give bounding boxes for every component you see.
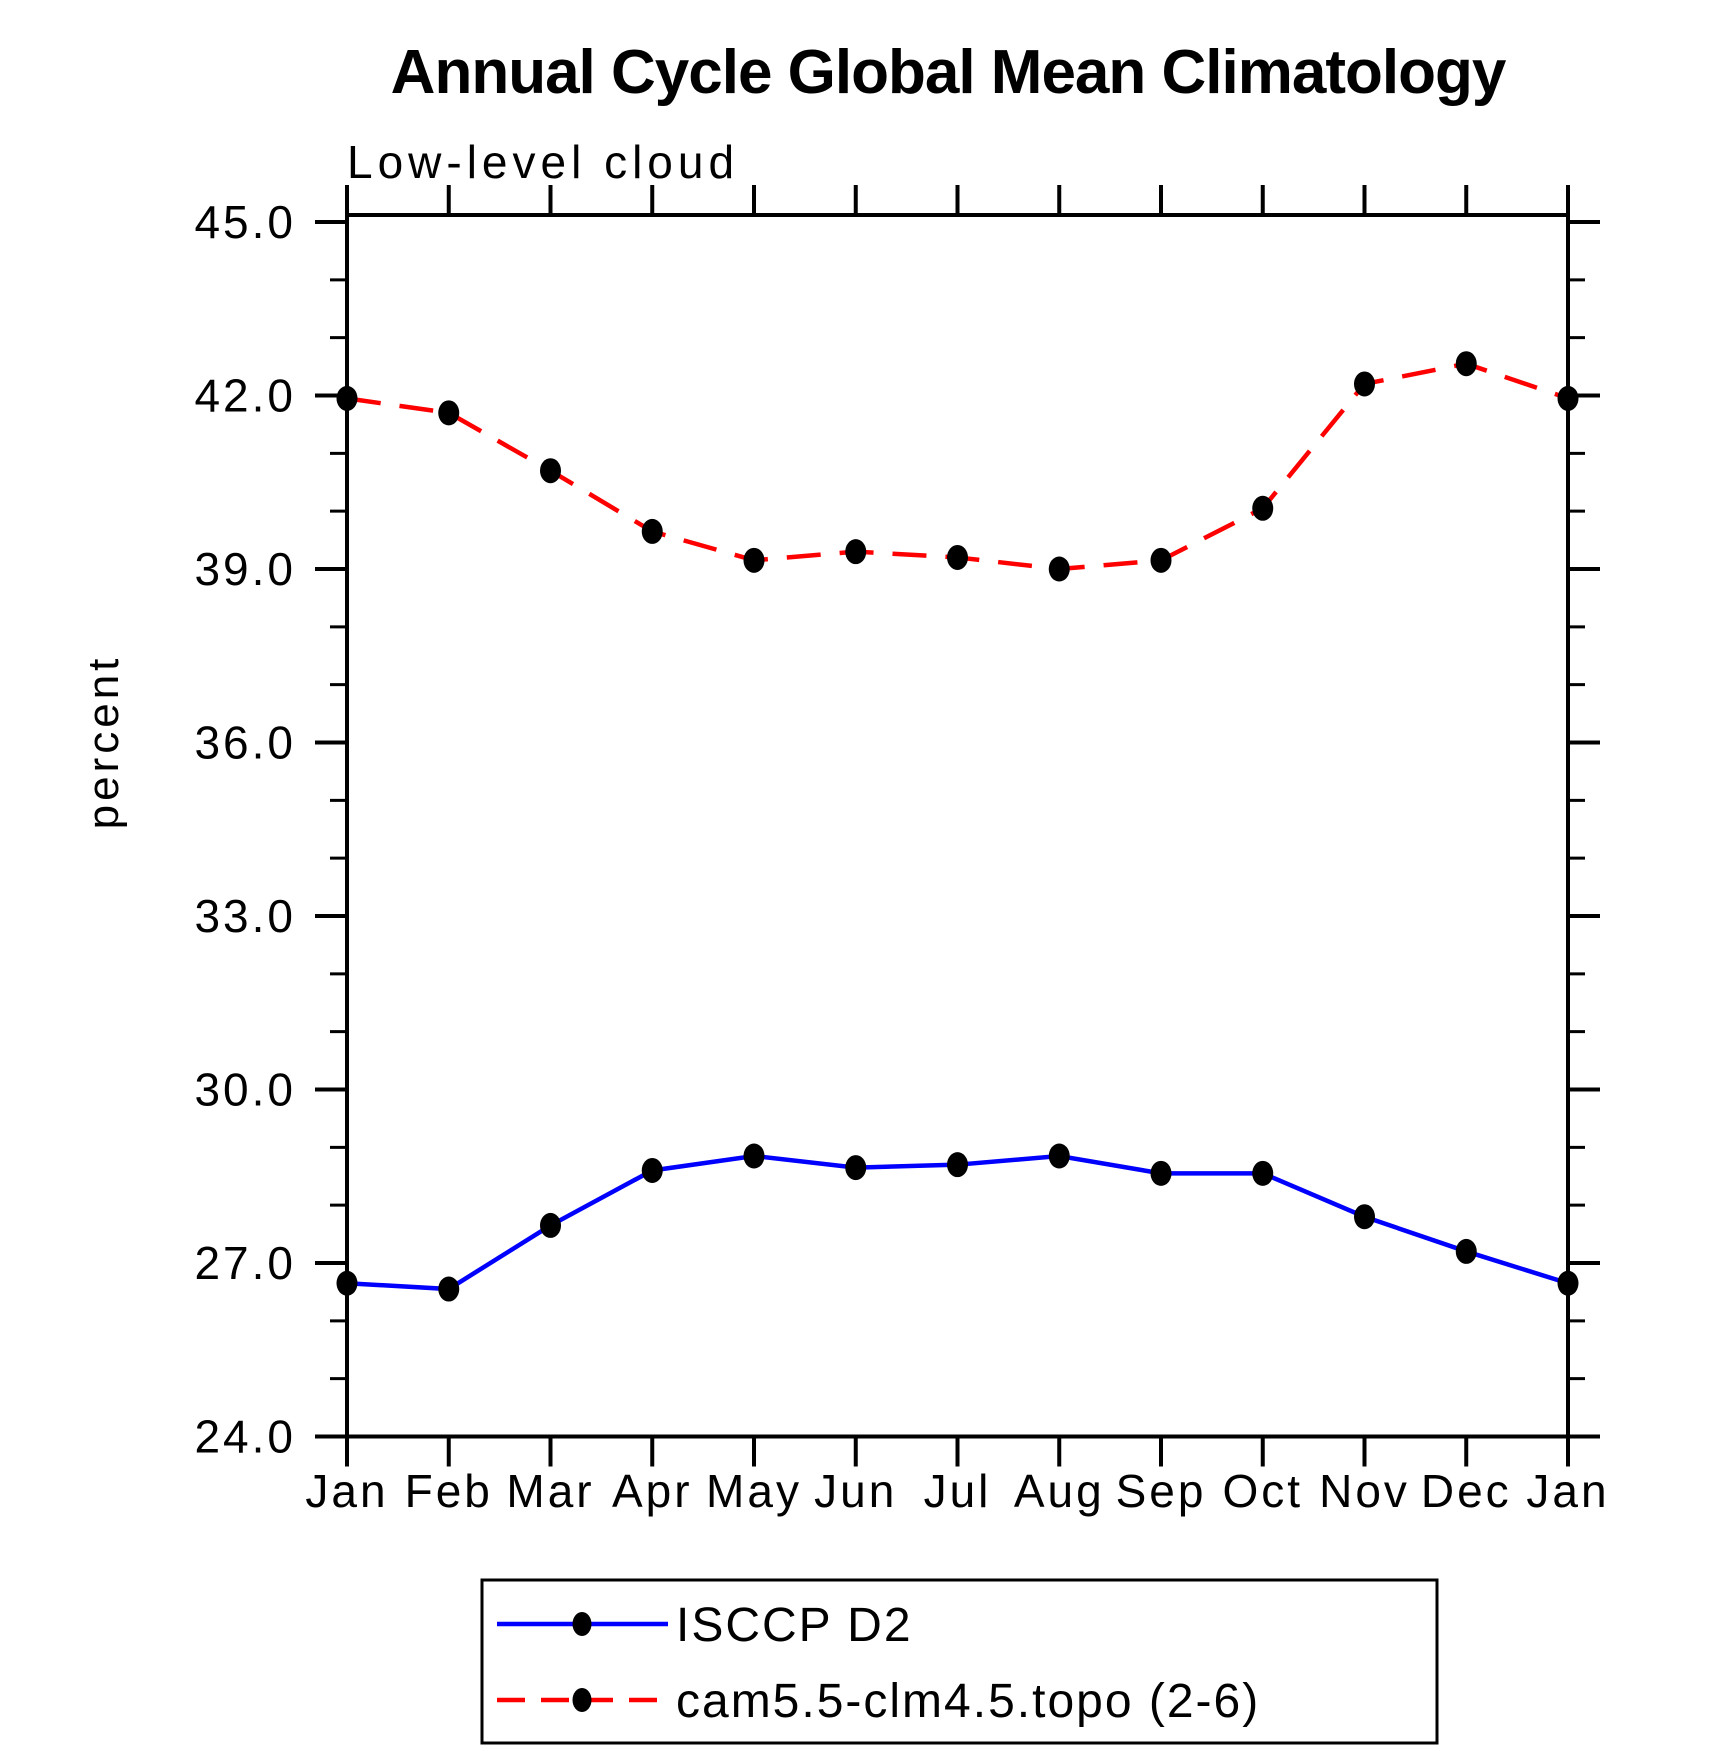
x-axis-month-label: Jan [305,1465,388,1517]
data-point-marker [1048,556,1070,582]
x-axis-month-label: Nov [1319,1465,1410,1517]
data-point-marker [1150,1160,1172,1186]
series-line-cam5-5 [346,361,1569,572]
y-axis-tick-label: 42.0 [194,370,296,422]
data-point-marker [1557,1270,1579,1296]
data-point-marker [1252,495,1274,521]
data-point-marker [845,1155,867,1181]
data-point-marker [1354,371,1375,397]
legend-entry-label: cam5.5-clm4.5.topo (2-6) [676,1675,1260,1728]
data-point-marker [540,458,561,484]
data-point-marker [438,1276,460,1302]
y-axis-title: percent [79,655,128,830]
x-axis-month-label: Jan [1526,1465,1609,1517]
legend-marker [572,1612,592,1636]
data-point-marker [1455,351,1477,377]
y-axis-tick-label: 27.0 [194,1237,296,1289]
x-axis-month-label: Oct [1222,1465,1303,1517]
x-axis-month-label: Sep [1116,1465,1207,1517]
x-axis-month-label: Jul [924,1465,992,1517]
legend-box [480,1578,1439,1745]
data-point-marker [1252,1160,1274,1186]
legend-entry-label: ISCCP D2 [676,1599,913,1652]
x-axis-month-label: Feb [405,1465,493,1517]
x-axis-month-label: May [706,1465,802,1517]
data-point-marker [336,1270,358,1296]
y-axis-tick-label: 33.0 [194,890,296,942]
y-axis-tick-label: 39.0 [194,543,296,595]
data-point-marker [743,547,765,573]
x-axis-month-label: Jun [814,1465,897,1517]
data-point-marker [845,539,867,565]
data-point-marker [641,518,663,544]
data-point-marker [1557,385,1579,411]
legend-marker [572,1688,592,1712]
chart-subtitle: Low-level cloud [347,136,739,188]
data-point-marker [1150,547,1172,573]
y-axis-tick-label: 30.0 [194,1064,296,1116]
data-point-marker [641,1157,663,1183]
data-point-marker [1048,1143,1070,1169]
y-axis-tick-label: 45.0 [194,196,296,248]
data-point-marker [947,1152,968,1178]
y-axis-tick-label: 36.0 [194,717,296,769]
data-point-marker [540,1212,561,1238]
x-axis-month-label: Apr [612,1465,693,1517]
data-point-marker [1354,1204,1375,1230]
data-point-marker [438,400,460,426]
data-point-marker [336,385,358,411]
data-point-marker [947,544,968,570]
plot-frame [345,213,1570,1439]
x-axis-month-label: Aug [1014,1465,1105,1517]
data-point-marker [743,1143,765,1169]
data-point-marker [1455,1238,1477,1264]
x-axis-month-label: Dec [1421,1465,1512,1517]
y-axis-tick-label: 24.0 [194,1411,296,1463]
chart-title: Annual Cycle Global Mean Climatology [391,38,1507,107]
x-axis-month-label: Mar [506,1465,594,1517]
